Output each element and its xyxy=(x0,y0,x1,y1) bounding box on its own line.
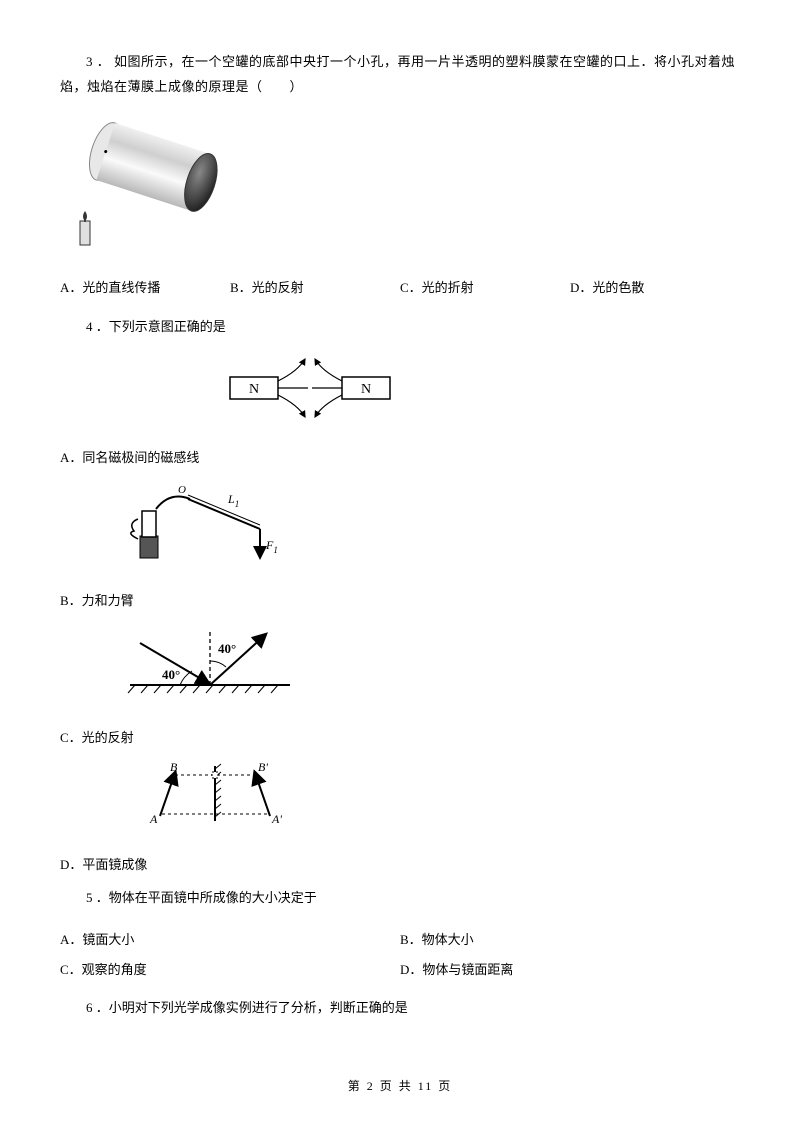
page-footer: 第 2 页 共 11 页 xyxy=(0,1075,800,1098)
q4b-l1s: 1 xyxy=(235,499,240,509)
q5-opt-a: A．镜面大小 xyxy=(60,928,400,953)
q4-figure-b: O L1 F1 xyxy=(60,481,740,575)
q4-figure-c: 40° 40° xyxy=(60,623,740,712)
svg-text:F1: F1 xyxy=(265,538,278,555)
q4-opt-b: B．力和力臂 xyxy=(60,589,740,614)
svg-text:L1: L1 xyxy=(227,492,239,509)
q3-opt-c: C．光的折射 xyxy=(400,276,570,301)
q4a-n1: N xyxy=(249,382,259,397)
q4-opt-c: C．光的反射 xyxy=(60,726,740,751)
q5-text: 5 ．物体在平面镜中所成像的大小决定于 xyxy=(60,886,740,911)
q4a-n2: N xyxy=(361,382,371,397)
q5-opt-d: D．物体与镜面距离 xyxy=(400,958,740,983)
q5-opt-c: C．观察的角度 xyxy=(60,958,400,983)
q4c-ang2: 40° xyxy=(218,641,236,656)
q3-opt-a: A．光的直线传播 xyxy=(60,276,230,301)
q4d-ap: A' xyxy=(271,812,282,826)
q6-text: 6 ．小明对下列光学成像实例进行了分析，判断正确的是 xyxy=(60,996,740,1021)
svg-text:O: O xyxy=(178,484,186,496)
q3-opt-b: B．光的反射 xyxy=(230,276,400,301)
q4d-b: B xyxy=(170,761,178,774)
q4-text: 4 ．下列示意图正确的是 xyxy=(60,315,740,340)
q4b-f1s: 1 xyxy=(273,545,278,555)
q3-opt-d: D．光的色散 xyxy=(570,276,740,301)
q5-options: A．镜面大小 B．物体大小 C．观察的角度 D．物体与镜面距离 xyxy=(60,925,740,986)
q5-opt-b: B．物体大小 xyxy=(400,928,740,953)
q4d-a: A xyxy=(149,812,158,826)
q4c-ang1: 40° xyxy=(162,667,180,682)
q3-figure xyxy=(60,113,740,262)
q4-opt-d: D．平面镜成像 xyxy=(60,853,740,878)
q4-figure-d: B A B' A' xyxy=(60,761,740,840)
q4-figure-a: N N xyxy=(60,353,740,432)
q4-opt-a: A．同名磁极间的磁感线 xyxy=(60,446,740,471)
q3-options: A．光的直线传播 B．光的反射 C．光的折射 D．光的色散 xyxy=(60,276,740,301)
q3-text: 3 ． 如图所示，在一个空罐的底部中央打一个小孔，再用一片半透明的塑料膜蒙在空罐… xyxy=(60,50,740,99)
q4d-bp: B' xyxy=(258,761,268,774)
